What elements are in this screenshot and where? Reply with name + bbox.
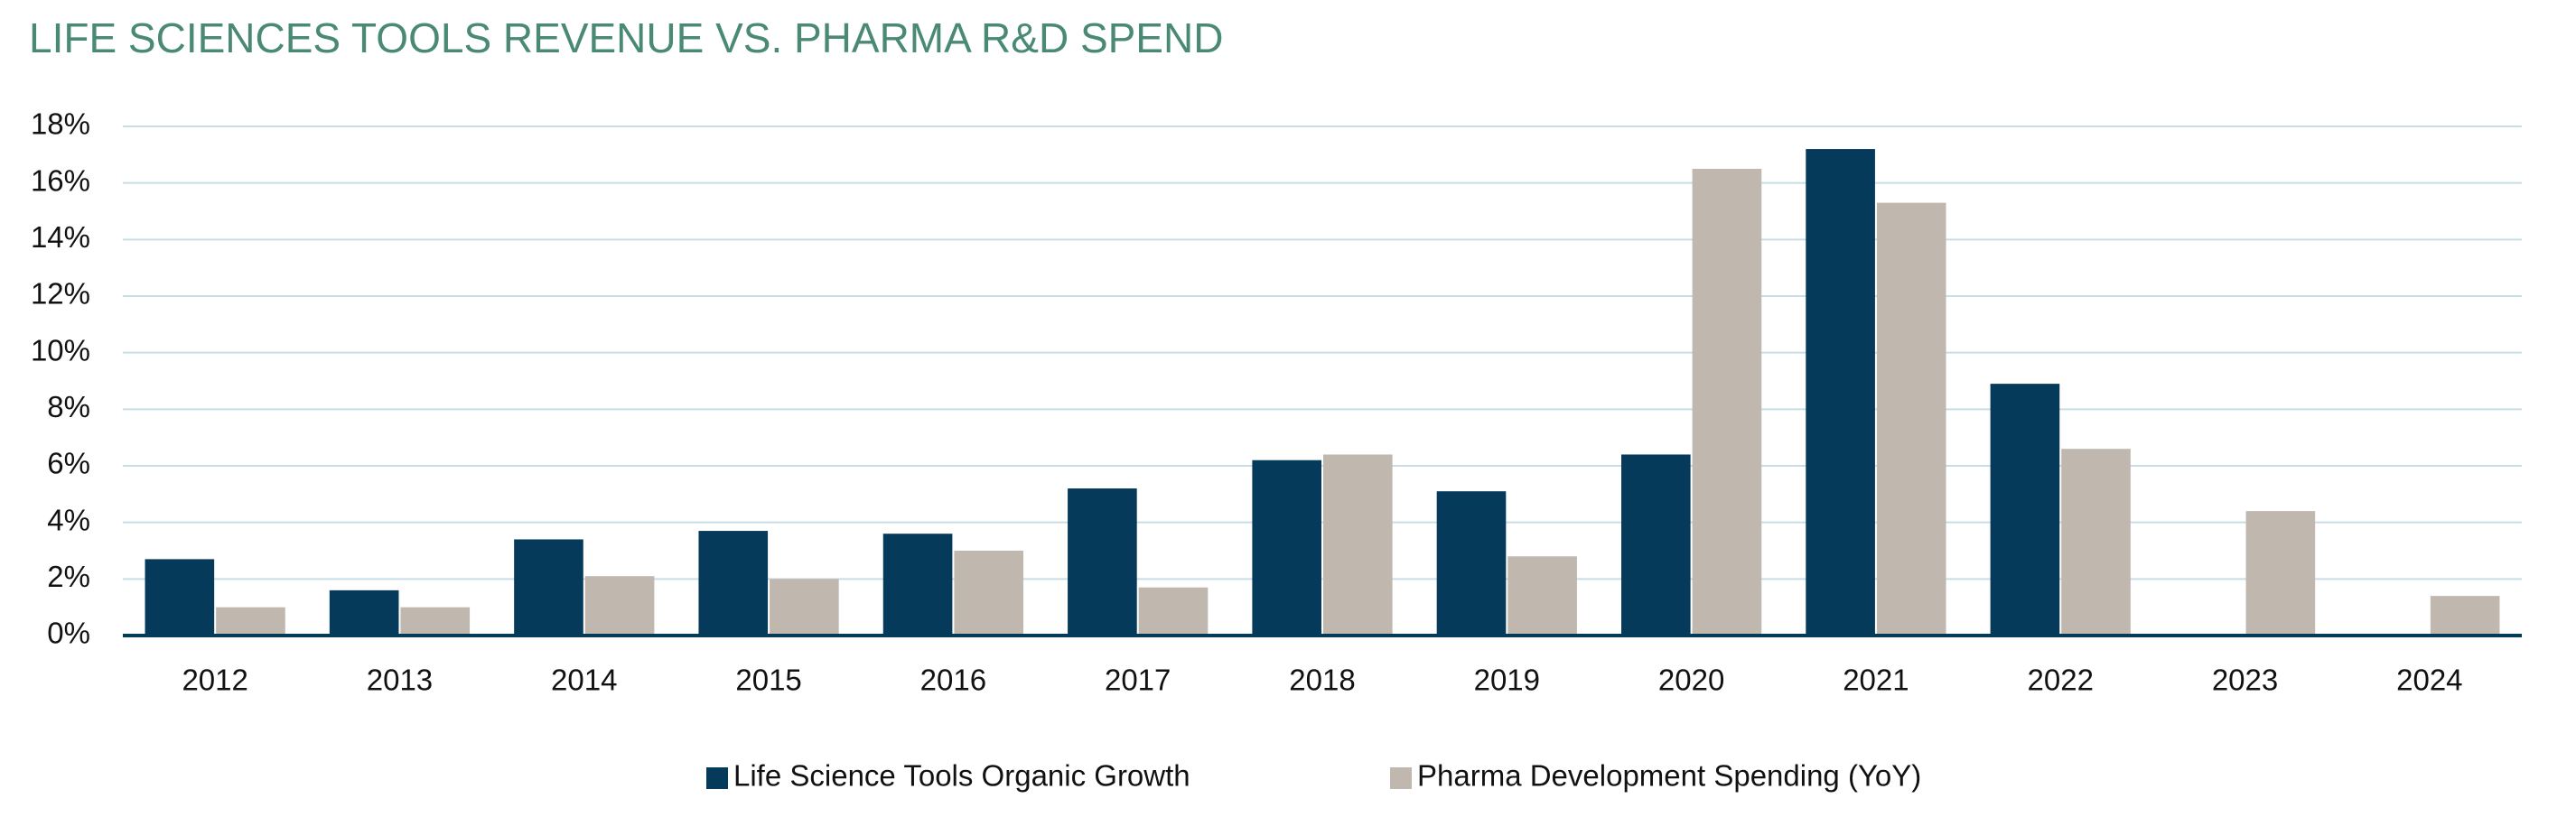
- legend-swatch: [1390, 767, 1412, 789]
- x-tick-label: 2021: [1843, 664, 1909, 697]
- bar: [1252, 460, 1321, 636]
- x-tick-label: 2018: [1289, 664, 1355, 697]
- bar: [954, 551, 1023, 636]
- y-tick-label: 6%: [47, 447, 90, 480]
- y-tick-label: 16%: [31, 163, 90, 197]
- bar: [1138, 587, 1209, 636]
- x-tick-label: 2014: [551, 664, 617, 697]
- bar: [584, 576, 655, 636]
- y-tick-label: 10%: [31, 333, 90, 367]
- y-tick-label: 2%: [47, 560, 90, 593]
- legend-swatch: [706, 767, 728, 789]
- bar: [1990, 384, 2060, 636]
- y-tick-label: 12%: [31, 277, 90, 311]
- legend-label: Pharma Development Spending (YoY): [1417, 759, 1921, 793]
- y-tick-label: 18%: [31, 107, 90, 141]
- y-tick-label: 0%: [47, 617, 90, 650]
- x-tick-label: 2019: [1474, 664, 1540, 697]
- bar: [1507, 556, 1577, 636]
- x-tick-label: 2023: [2212, 664, 2278, 697]
- chart-title: LIFE SCIENCES TOOLS REVENUE VS. PHARMA R…: [29, 14, 1223, 61]
- bar: [329, 590, 399, 636]
- x-tick-label: 2017: [1105, 664, 1171, 697]
- bar: [770, 579, 839, 636]
- x-tick-label: 2012: [182, 664, 247, 697]
- bar: [1436, 491, 1507, 636]
- y-tick-label: 8%: [47, 390, 90, 423]
- y-tick-label: 14%: [31, 220, 90, 254]
- bar: [1692, 169, 1762, 636]
- bar: [1323, 454, 1393, 636]
- x-tick-label: 2024: [2396, 664, 2462, 697]
- bar: [1621, 454, 1691, 636]
- bar: [698, 531, 769, 636]
- bar: [2430, 596, 2500, 636]
- legend-label: Life Science Tools Organic Growth: [733, 759, 1190, 793]
- x-tick-label: 2013: [367, 664, 433, 697]
- bar: [1068, 488, 1137, 636]
- x-tick-label: 2022: [2028, 664, 2094, 697]
- bar: [2245, 511, 2316, 636]
- bar: [2061, 449, 2131, 636]
- x-tick-label: 2020: [1658, 664, 1724, 697]
- bar: [514, 539, 583, 636]
- y-tick-label: 4%: [47, 503, 90, 536]
- bar: [1876, 202, 1946, 636]
- bar: [400, 607, 471, 636]
- bar: [882, 534, 953, 636]
- x-tick-label: 2016: [920, 664, 986, 697]
- bar: [1806, 149, 1875, 636]
- bar: [216, 607, 285, 636]
- x-tick-label: 2015: [735, 664, 801, 697]
- bar: [145, 559, 215, 636]
